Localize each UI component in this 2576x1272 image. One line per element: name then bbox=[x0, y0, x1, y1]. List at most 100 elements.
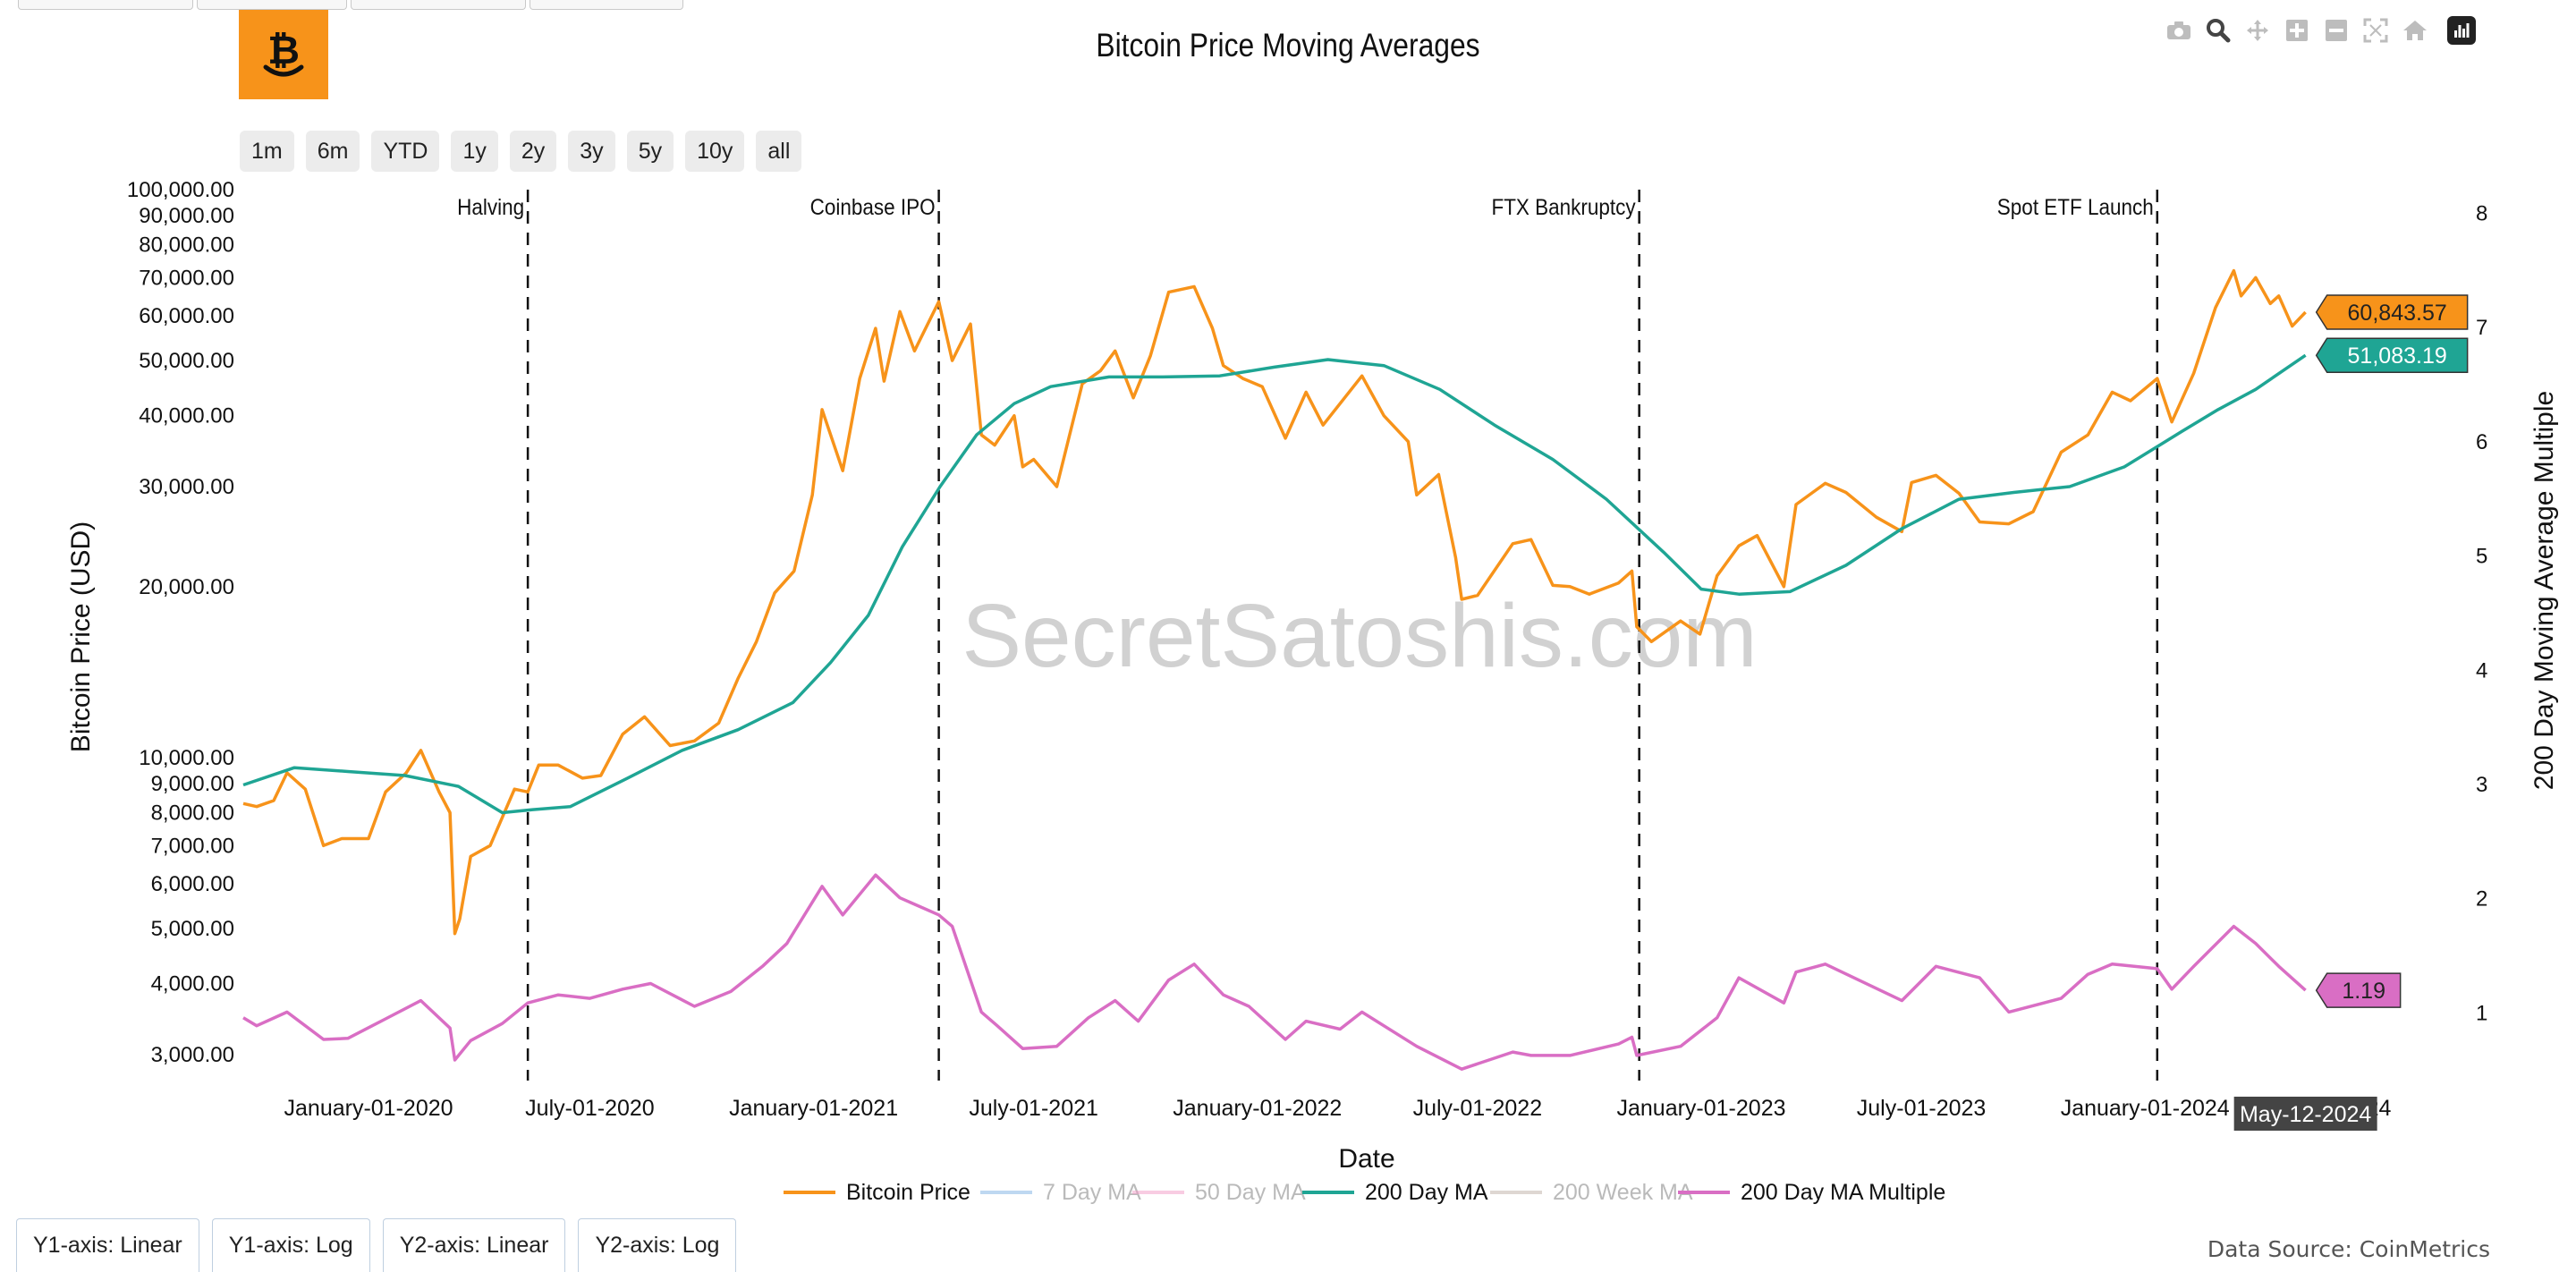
last-value-text: 1.19 bbox=[2342, 979, 2385, 1004]
x-axis-title: Date bbox=[1338, 1144, 1394, 1174]
legend-label: 200 Day MA bbox=[1365, 1180, 1488, 1205]
plotly-logo-icon[interactable] bbox=[2447, 16, 2476, 45]
bitcoin-logo: ₿ bbox=[239, 10, 328, 99]
range-selector: 1m 6m YTD 1y 2y 3y 5y 10y all bbox=[240, 131, 802, 172]
y2-tick-label: 3 bbox=[2476, 773, 2487, 797]
autoscale-icon[interactable] bbox=[2356, 14, 2395, 47]
y-axis-title: Bitcoin Price (USD) bbox=[66, 522, 96, 752]
y-tick-label: 30,000.00 bbox=[139, 475, 234, 499]
y2-tick-label: 1 bbox=[2476, 1001, 2487, 1025]
range-button-2y[interactable]: 2y bbox=[509, 131, 557, 172]
hover-date-text: May-12-2024 bbox=[2240, 1102, 2371, 1127]
zoom-out-icon[interactable] bbox=[2317, 14, 2356, 47]
series-line-200-day-ma-multiple[interactable] bbox=[242, 873, 2307, 1071]
x-tick-label: January-01-2023 bbox=[1616, 1096, 1785, 1121]
last-value-flag bbox=[2315, 337, 2469, 373]
range-button-1m[interactable]: 1m bbox=[240, 131, 294, 172]
y1-linear-button[interactable]: Y1-axis: Linear bbox=[16, 1218, 199, 1272]
x-tick-label: July-01-2022 bbox=[1413, 1096, 1543, 1121]
y-tick-label: 100,000.00 bbox=[127, 178, 234, 202]
hover-date-box bbox=[2233, 1097, 2377, 1131]
last-value-flag bbox=[2315, 972, 2402, 1008]
range-button-5y[interactable]: 5y bbox=[626, 131, 674, 172]
y-tick-label: 50,000.00 bbox=[139, 349, 234, 373]
legend-label: 200 Week MA bbox=[1553, 1180, 1693, 1205]
y-tick-label: 7,000.00 bbox=[151, 834, 234, 858]
y2-axis-title: 200 Day Moving Average Multiple bbox=[2529, 391, 2559, 790]
pan-icon[interactable] bbox=[2238, 14, 2277, 47]
y-tick-label: 70,000.00 bbox=[139, 266, 234, 290]
y-tick-label: 8,000.00 bbox=[151, 801, 234, 825]
range-button-10y[interactable]: 10y bbox=[685, 131, 745, 172]
x-tick-label: January-01-2022 bbox=[1173, 1096, 1342, 1121]
range-button-6m[interactable]: 6m bbox=[305, 131, 360, 172]
y-tick-label: 3,000.00 bbox=[151, 1043, 234, 1067]
bitcoin-face-icon: ₿ bbox=[263, 28, 304, 77]
x-tick-label: January-01-2024 bbox=[2061, 1096, 2230, 1121]
legend-item[interactable]: 200 Day MA bbox=[1302, 1180, 1488, 1205]
camera-icon[interactable] bbox=[2159, 14, 2199, 47]
last-value-text: 60,843.57 bbox=[2348, 301, 2447, 326]
watermark: SecretSatoshis.com bbox=[962, 586, 1757, 686]
event-label: Coinbase IPO bbox=[810, 195, 936, 220]
last-value-label: 60,843.57 bbox=[2315, 294, 2469, 330]
svg-text:₿: ₿ bbox=[267, 28, 300, 73]
series-line-bitcoin-price[interactable] bbox=[242, 268, 2307, 936]
chart-title: Bitcoin Price Moving Averages bbox=[1096, 27, 1480, 64]
legend-label: 50 Day MA bbox=[1195, 1180, 1306, 1205]
legend-label: 200 Day MA Multiple bbox=[1741, 1180, 1945, 1205]
legend-label: 7 Day MA bbox=[1043, 1180, 1141, 1205]
top-tab-stub bbox=[197, 0, 347, 10]
y1-log-button[interactable]: Y1-axis: Log bbox=[211, 1218, 370, 1272]
x-tick-label: January-01-2020 bbox=[284, 1096, 453, 1121]
y-tick-label: 20,000.00 bbox=[139, 575, 234, 599]
y2-tick-label: 8 bbox=[2476, 202, 2487, 226]
y-tick-label: 9,000.00 bbox=[151, 772, 234, 796]
x-tick-label: July-01-2021 bbox=[969, 1096, 1098, 1121]
data-source-note: Data Source: CoinMetrics bbox=[2207, 1236, 2490, 1262]
axis-scale-buttons: Y1-axis: Linear Y1-axis: Log Y2-axis: Li… bbox=[16, 1218, 737, 1272]
y-tick-label: 10,000.00 bbox=[139, 746, 234, 770]
hover-date-label: May-12-2024 bbox=[2233, 1097, 2377, 1131]
range-button-all[interactable]: all bbox=[756, 131, 802, 172]
y2-tick-label: 2 bbox=[2476, 887, 2487, 912]
y2-log-button[interactable]: Y2-axis: Log bbox=[578, 1218, 737, 1272]
reset-axes-icon[interactable] bbox=[2395, 14, 2435, 47]
range-button-3y[interactable]: 3y bbox=[568, 131, 615, 172]
event-label: FTX Bankruptcy bbox=[1491, 195, 1635, 220]
y-tick-label: 60,000.00 bbox=[139, 304, 234, 328]
legend-item[interactable]: 200 Week MA bbox=[1490, 1180, 1693, 1205]
legend-item[interactable]: 7 Day MA bbox=[980, 1180, 1141, 1205]
x-tick-label: July-01-2023 bbox=[1857, 1096, 1987, 1121]
x-tick-label: July-01-2020 bbox=[525, 1096, 655, 1121]
legend-label: Bitcoin Price bbox=[846, 1180, 970, 1205]
event-label: Halving bbox=[457, 195, 524, 220]
y-tick-label: 5,000.00 bbox=[151, 917, 234, 941]
range-button-1y[interactable]: 1y bbox=[451, 131, 498, 172]
y-tick-label: 4,000.00 bbox=[151, 972, 234, 996]
top-tab-stub bbox=[351, 0, 526, 10]
y-tick-label: 40,000.00 bbox=[139, 404, 234, 428]
y2-tick-label: 6 bbox=[2476, 430, 2487, 454]
range-button-ytd[interactable]: YTD bbox=[371, 131, 440, 172]
y-tick-label: 90,000.00 bbox=[139, 204, 234, 228]
y2-tick-label: 5 bbox=[2476, 545, 2487, 569]
series-line-200-day-ma[interactable] bbox=[242, 353, 2307, 815]
x-tick-label: January-01-2021 bbox=[729, 1096, 898, 1121]
y2-linear-button[interactable]: Y2-axis: Linear bbox=[382, 1218, 566, 1272]
last-value-flag bbox=[2315, 294, 2469, 330]
last-value-text: 51,083.19 bbox=[2348, 343, 2447, 369]
top-tab-stub bbox=[530, 0, 683, 10]
event-label: Spot ETF Launch bbox=[1997, 195, 2154, 220]
legend-item[interactable]: Bitcoin Price bbox=[784, 1180, 970, 1205]
last-value-label: 1.19 bbox=[2315, 972, 2402, 1008]
y2-tick-label: 4 bbox=[2476, 658, 2487, 683]
zoom-in-icon[interactable] bbox=[2277, 14, 2317, 47]
legend-item[interactable]: 50 Day MA bbox=[1132, 1180, 1306, 1205]
last-value-label: 51,083.19 bbox=[2315, 337, 2469, 373]
legend-item[interactable]: 200 Day MA Multiple bbox=[1678, 1180, 1945, 1205]
y2-tick-label: 7 bbox=[2476, 316, 2487, 340]
y-tick-label: 80,000.00 bbox=[139, 233, 234, 258]
zoom-icon[interactable] bbox=[2199, 14, 2238, 47]
